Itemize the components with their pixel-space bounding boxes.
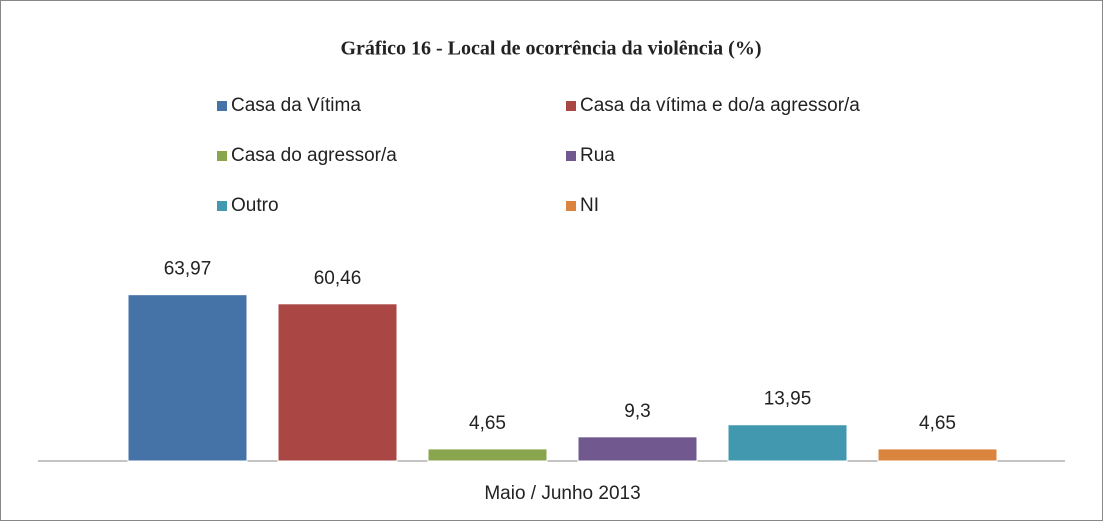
data-label: 63,97	[164, 259, 212, 280]
legend-swatch	[217, 101, 227, 111]
bar	[577, 436, 698, 462]
legend-label: Rua	[580, 145, 615, 166]
chart-title: Gráfico 16 - Local de ocorrência da viol…	[340, 38, 761, 60]
data-label: 60,46	[314, 268, 362, 289]
legend-swatch	[217, 151, 227, 161]
legend-swatch	[217, 201, 227, 211]
data-label: 9,3	[624, 401, 650, 422]
data-label: 4,65	[919, 413, 956, 434]
legend-swatch	[566, 101, 576, 111]
legend-label: NI	[580, 195, 599, 216]
bar	[427, 448, 548, 462]
bar	[127, 294, 248, 462]
legend-label: Outro	[231, 195, 279, 216]
bar	[277, 303, 398, 462]
legend-swatch	[566, 151, 576, 161]
legend-label: Casa do agressor/a	[231, 145, 397, 166]
legend-label: Casa da vítima e do/a agressor/a	[580, 95, 860, 116]
data-label: 13,95	[764, 389, 812, 410]
legend-label: Casa da Vítima	[231, 95, 361, 116]
bar	[877, 448, 998, 462]
data-label: 4,65	[469, 413, 506, 434]
legend-swatch	[566, 201, 576, 211]
x-tick-label: Maio / Junho 2013	[484, 483, 640, 504]
bar	[727, 424, 848, 462]
